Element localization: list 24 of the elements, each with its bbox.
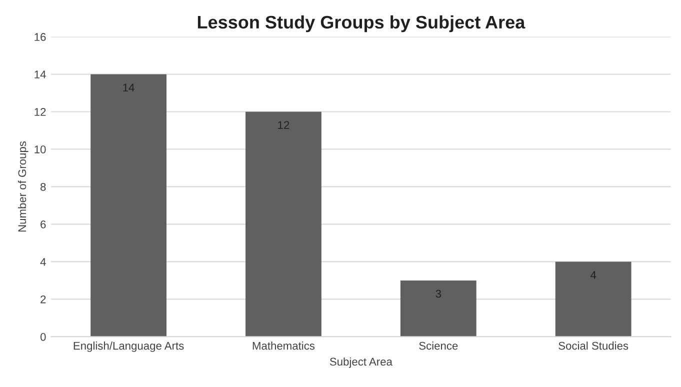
x-tick-label: English/Language Arts [74, 342, 184, 352]
x-axis-title: Subject Area [330, 357, 392, 368]
bar [555, 262, 632, 337]
y-tick-label: 10 [34, 146, 46, 154]
x-tick-label: Social Studies [558, 342, 628, 350]
data-label: 3 [436, 290, 441, 298]
y-tick-label: 6 [40, 220, 46, 228]
x-tick-label: Science [419, 342, 458, 350]
data-label: 14 [123, 84, 134, 92]
y-tick-label: 0 [40, 332, 46, 341]
y-tick-label: 8 [40, 182, 46, 191]
bar [90, 74, 166, 337]
chart-title: Lesson Study Groups by Subject Area [198, 15, 526, 32]
bar [400, 280, 476, 337]
bar [246, 112, 322, 337]
y-axis-title: Number of Groups [18, 141, 28, 232]
y-tick-label: 4 [40, 258, 46, 266]
data-label: 12 [278, 121, 290, 129]
y-tick-label: 12 [34, 108, 46, 116]
y-tick-label: 16 [34, 33, 46, 41]
x-tick-label: Mathematics [252, 342, 315, 350]
data-label: 4 [590, 271, 596, 279]
y-tick-label: 14 [34, 70, 46, 78]
y-tick-label: 2 [40, 295, 46, 304]
